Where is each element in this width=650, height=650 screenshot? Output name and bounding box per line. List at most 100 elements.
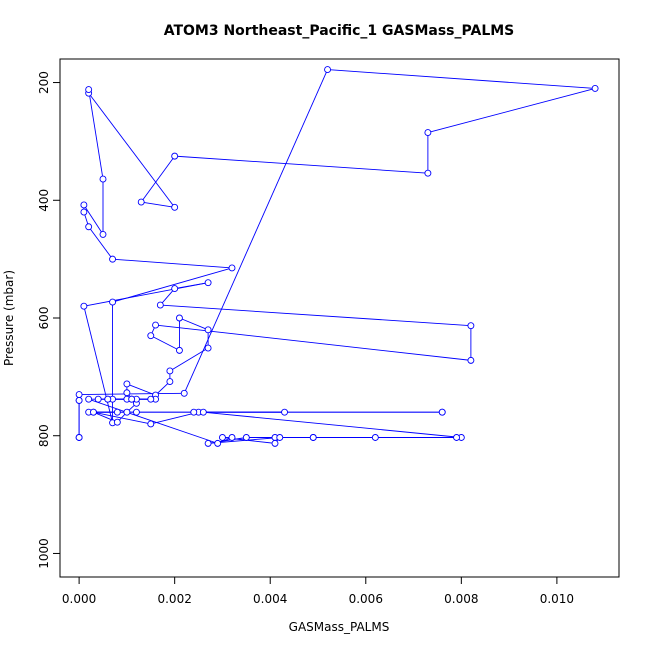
data-point (85, 223, 93, 231)
data-point (242, 434, 250, 441)
series-segment (155, 324, 471, 361)
data-point (171, 152, 179, 160)
data-point (228, 434, 236, 441)
data-point (175, 314, 183, 322)
data-point (156, 301, 164, 309)
data-point (218, 434, 226, 441)
data-point (166, 378, 174, 386)
data-point (113, 418, 121, 426)
x-tick-label: 0.000 (62, 592, 96, 606)
data-series (75, 66, 599, 447)
x-axis-label: GASMass_PALMS (289, 620, 390, 634)
data-point (180, 389, 188, 397)
data-point (199, 408, 207, 416)
x-axis: 0.000 0.002 0.004 0.006 0.008 0.010 (62, 576, 574, 606)
data-point (371, 434, 379, 441)
series-segment (112, 267, 233, 303)
chart-title: ATOM3 Northeast_Pacific_1 GASMass_PALMS (164, 23, 515, 39)
data-point (467, 322, 475, 330)
data-point (99, 175, 107, 183)
series-segment (126, 383, 156, 396)
data-point (152, 321, 160, 329)
series-segment (88, 89, 104, 180)
data-point (438, 408, 446, 416)
data-point (424, 129, 432, 137)
data-point (80, 302, 88, 310)
data-point (80, 208, 88, 216)
data-point (453, 434, 461, 441)
data-point (228, 264, 236, 272)
series-segment (150, 411, 199, 425)
data-point (75, 434, 83, 441)
data-point (324, 66, 332, 74)
data-point (190, 408, 198, 416)
data-point (591, 84, 599, 92)
data-point (175, 346, 183, 354)
series-segment (179, 317, 209, 331)
data-point (171, 285, 179, 293)
data-point (166, 367, 174, 375)
series-segment (88, 92, 176, 208)
data-point (85, 395, 93, 403)
series-segment (169, 347, 209, 372)
series-segment (174, 155, 428, 174)
series-segment (150, 335, 180, 351)
data-point (94, 395, 102, 403)
series-segment (112, 258, 233, 269)
series-segment (79, 392, 185, 395)
data-point (123, 389, 131, 397)
data-point (171, 203, 179, 211)
data-point (424, 169, 432, 177)
data-point (109, 298, 117, 306)
data-point (467, 356, 475, 364)
data-point (271, 439, 279, 447)
data-point (89, 408, 97, 416)
series-segment (141, 201, 175, 208)
y-tick-label: 200 (37, 71, 51, 94)
series-segment (88, 226, 113, 260)
data-point (214, 439, 222, 447)
data-point (137, 198, 145, 206)
y-axis-label: Pressure (mbar) (2, 270, 16, 366)
data-point (75, 396, 83, 404)
x-tick-label: 0.008 (444, 592, 478, 606)
data-point (113, 408, 121, 416)
series-segment (183, 69, 328, 394)
data-point (132, 408, 140, 416)
series-segment (88, 398, 218, 444)
series-segment (140, 155, 176, 203)
data-point (147, 395, 155, 403)
y-axis: 200 400 600 800 1000 (37, 71, 61, 569)
series-segment (427, 87, 596, 134)
data-point (85, 86, 93, 94)
x-tick-label: 0.004 (253, 592, 287, 606)
data-point (276, 434, 284, 441)
data-point (281, 408, 289, 416)
data-point (104, 395, 112, 403)
data-point (309, 434, 317, 441)
data-point (80, 201, 88, 209)
x-tick-label: 0.002 (157, 592, 191, 606)
x-tick-label: 0.006 (349, 592, 383, 606)
data-point (204, 439, 212, 447)
series-segment (160, 304, 471, 327)
y-tick-label: 800 (37, 424, 51, 447)
series-segment (327, 69, 596, 89)
y-tick-label: 600 (37, 307, 51, 330)
data-point (128, 395, 136, 403)
y-tick-label: 1000 (37, 538, 51, 569)
series-segment (93, 411, 151, 425)
data-point (109, 255, 117, 263)
series-segment (83, 306, 113, 423)
data-point (123, 408, 131, 416)
data-point (204, 279, 212, 287)
x-tick-label: 0.010 (540, 592, 574, 606)
data-point (147, 420, 155, 428)
series-segment (159, 288, 176, 306)
data-point (123, 380, 131, 388)
y-tick-label: 400 (37, 189, 51, 212)
series-segment (83, 204, 104, 235)
data-point (99, 230, 107, 238)
series-segment (174, 282, 209, 290)
